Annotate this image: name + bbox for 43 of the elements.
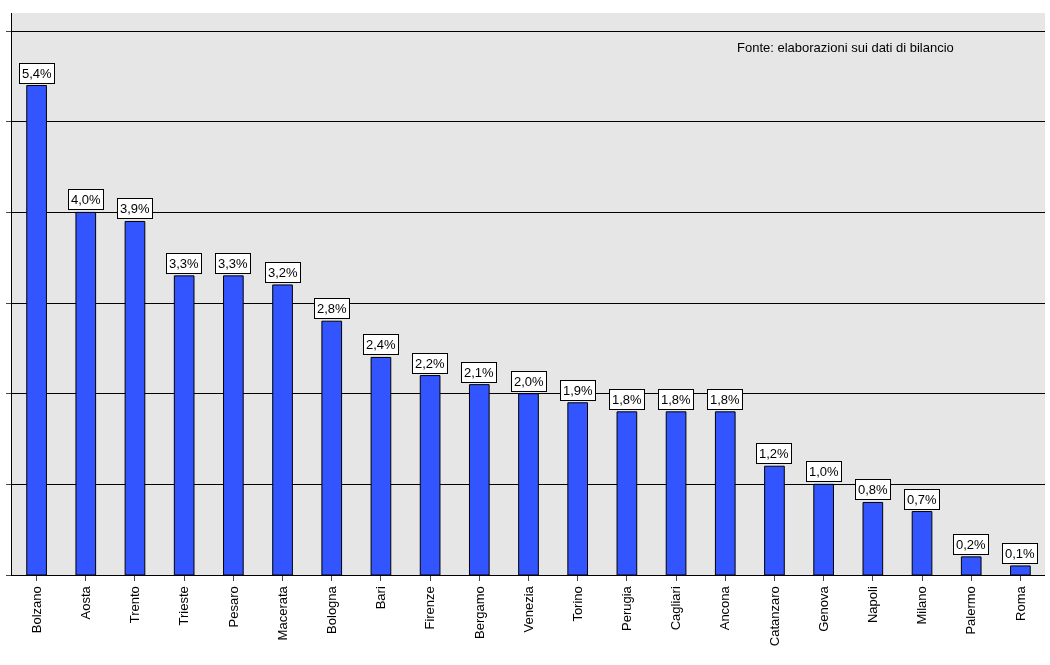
data-label: 3,9% [120,201,151,216]
data-label: 2,2% [415,356,446,371]
x-tick-label: Ancona [717,585,733,631]
x-tick-label: Pesaro [225,586,241,628]
data-label: 0,1% [1005,546,1036,561]
x-tick-label: Macerata [274,585,290,641]
x-tick-label: Bergamo [471,586,487,639]
data-label: 2,4% [366,337,397,352]
x-tick-label: Bari [373,586,389,610]
x-tick-label: Torino [569,586,585,622]
data-label: 3,3% [218,256,249,271]
data-label: 1,8% [710,392,741,407]
data-label: 2,8% [317,301,348,316]
x-tick-label: Bolzano [28,586,44,634]
data-label: 1,8% [612,392,643,407]
x-tick-label: Firenze [422,586,438,630]
x-tick-label: Trieste [176,586,192,626]
x-tick-label: Venezia [520,585,536,633]
x-tick-label: Bologna [323,585,339,634]
data-label: 1,0% [809,464,840,479]
x-tick-label: Genova [815,585,831,632]
data-label: 0,7% [907,492,938,507]
x-tick-label: Palermo [963,586,979,635]
data-label: 1,2% [759,446,790,461]
annotation: Fonte: elaborazioni sui dati di bilancio [737,40,954,55]
data-label: 2,0% [514,374,545,389]
x-tick-label: Roma [1012,585,1028,621]
data-label: 0,2% [956,537,987,552]
data-label: 1,9% [563,383,594,398]
x-tick-label: Milano [914,586,930,625]
data-label: 2,1% [464,365,495,380]
data-label: 5,4% [22,66,53,81]
x-tick-label: Cagliari [668,586,684,631]
x-tick-label: Aosta [78,585,94,620]
data-label: 1,8% [661,392,692,407]
x-tick-label: Catanzaro [766,586,782,647]
data-label: 3,2% [268,265,299,280]
data-label: 0,8% [858,482,889,497]
data-label: 3,3% [169,256,200,271]
x-tick-label: Perugia [619,585,635,632]
x-tick-label: Napoli [865,586,881,624]
data-label: 4,0% [71,192,102,207]
x-tick-label: Trento [127,586,143,624]
